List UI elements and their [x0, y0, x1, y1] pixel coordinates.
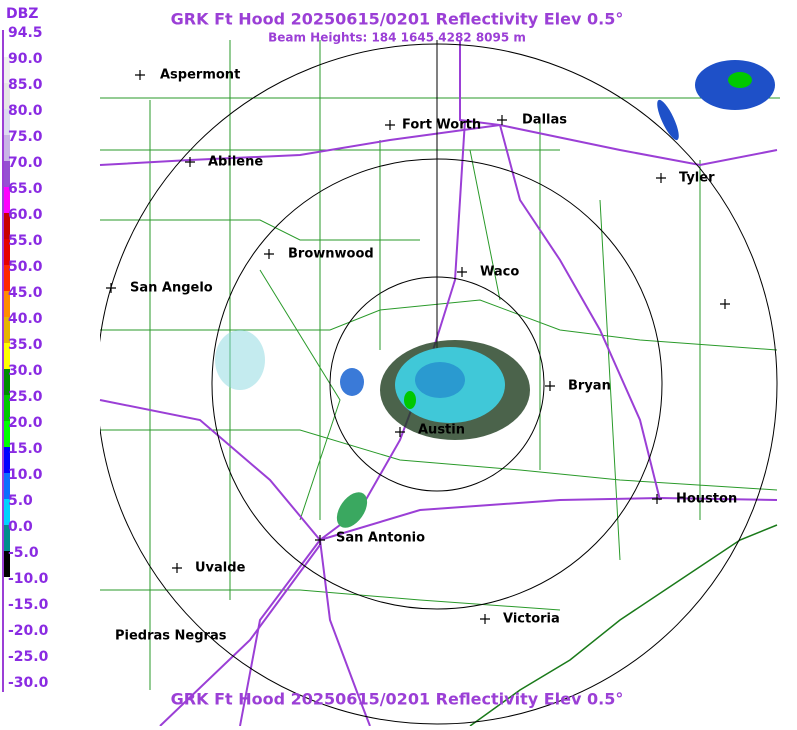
- city-marker: [480, 614, 490, 624]
- city-label: Brownwood: [288, 247, 374, 262]
- city-marker: [172, 563, 182, 573]
- legend-label: -25.0: [8, 649, 49, 665]
- legend-swatch: [4, 109, 10, 135]
- legend-unit: DBZ: [6, 6, 38, 22]
- city-marker: [185, 157, 195, 167]
- city-marker: [385, 120, 395, 130]
- legend-swatch: [4, 83, 10, 109]
- legend-label: 45.0: [8, 285, 43, 301]
- legend-swatch: [4, 57, 10, 83]
- legend-label: 0.0: [8, 519, 33, 535]
- legend-label: 30.0: [8, 363, 43, 379]
- legend-swatch: [4, 421, 10, 447]
- legend-swatch: [4, 629, 10, 655]
- legend-swatch: [4, 187, 10, 213]
- legend-swatch: [4, 343, 10, 369]
- legend-swatch: [4, 31, 10, 57]
- legend-label: 55.0: [8, 233, 43, 249]
- cities: Aspermont Fort Worth Dallas Abilene Tyler Bro…: [106, 68, 737, 644]
- legend-swatch: [4, 525, 10, 551]
- legend-swatch: [4, 499, 10, 525]
- city-label: Tyler: [679, 171, 715, 186]
- city-label: Victoria: [503, 612, 560, 627]
- legend-label: -20.0: [8, 623, 49, 639]
- legend-label: 20.0: [8, 415, 43, 431]
- city-marker: [135, 70, 145, 80]
- legend-label: 70.0: [8, 155, 43, 171]
- legend-swatch: [4, 395, 10, 421]
- legend-swatch: [4, 473, 10, 499]
- legend: 94.5 90.0 85.0 80.0 75.0 70.0 65.0 60.0 55.0 50.0…: [4, 25, 49, 707]
- legend-swatch: [4, 655, 10, 681]
- legend-label: 35.0: [8, 337, 43, 353]
- legend-swatch: [4, 161, 10, 187]
- legend-swatch: [4, 681, 10, 707]
- legend-label: 40.0: [8, 311, 43, 327]
- city-marker: [720, 299, 730, 309]
- city-marker: [264, 249, 274, 259]
- city-label: Dallas: [522, 113, 567, 128]
- city-label: Uvalde: [195, 561, 246, 576]
- city-marker: [457, 267, 467, 277]
- coastline: [469, 524, 778, 727]
- city-marker: [315, 535, 325, 545]
- legend-swatch: [4, 213, 10, 239]
- legend-swatch: [4, 577, 10, 603]
- legend-label: -5.0: [8, 545, 39, 561]
- range-rings: [100, 43, 778, 725]
- legend-swatch: [4, 239, 10, 265]
- city-label: San Antonio: [336, 531, 425, 546]
- legend-swatch: [4, 135, 10, 161]
- legend-swatch: [4, 265, 10, 291]
- legend-label: 94.5: [8, 25, 43, 41]
- radar-echoes: [215, 60, 775, 528]
- city-label: Aspermont: [160, 68, 240, 83]
- legend-swatch: [4, 317, 10, 343]
- city-label: San Angelo: [130, 281, 213, 296]
- footer-title: GRK Ft Hood 20250615/0201 Reflectivity E…: [171, 690, 624, 709]
- legend-swatch: [4, 369, 10, 395]
- legend-label: -15.0: [8, 597, 49, 613]
- legend-label: -10.0: [8, 571, 49, 587]
- city-label: Bryan: [568, 379, 611, 394]
- legend-label: 10.0: [8, 467, 43, 483]
- legend-label: 15.0: [8, 441, 43, 457]
- legend-label: 85.0: [8, 77, 43, 93]
- legend-label: 75.0: [8, 129, 43, 145]
- city-label: Houston: [676, 492, 737, 507]
- city-label: Piedras Negras: [115, 629, 227, 644]
- legend-label: 5.0: [8, 493, 33, 509]
- city-marker: [545, 381, 555, 391]
- legend-swatch: [4, 291, 10, 317]
- city-label: Waco: [480, 265, 519, 280]
- legend-label: 90.0: [8, 51, 43, 67]
- legend-swatch: [4, 551, 10, 577]
- highways: [99, 40, 778, 727]
- legend-label: 60.0: [8, 207, 43, 223]
- title: GRK Ft Hood 20250615/0201 Reflectivity E…: [171, 10, 624, 29]
- legend-label: 25.0: [8, 389, 43, 405]
- legend-label: 80.0: [8, 103, 43, 119]
- city-label: Abilene: [208, 155, 263, 170]
- legend-swatch: [4, 447, 10, 473]
- legend-label: 65.0: [8, 181, 43, 197]
- legend-label: -30.0: [8, 675, 49, 691]
- subtitle: Beam Heights: 184 1645 4282 8095 m: [268, 31, 526, 45]
- city-marker: [656, 173, 666, 183]
- city-label: Fort Worth: [402, 118, 481, 133]
- city-marker: [652, 494, 662, 504]
- legend-swatch: [4, 603, 10, 629]
- city-marker: [497, 115, 507, 125]
- city-marker: [106, 283, 116, 293]
- city-label: Austin: [418, 423, 465, 438]
- legend-label: 50.0: [8, 259, 43, 275]
- city-marker: [395, 427, 405, 437]
